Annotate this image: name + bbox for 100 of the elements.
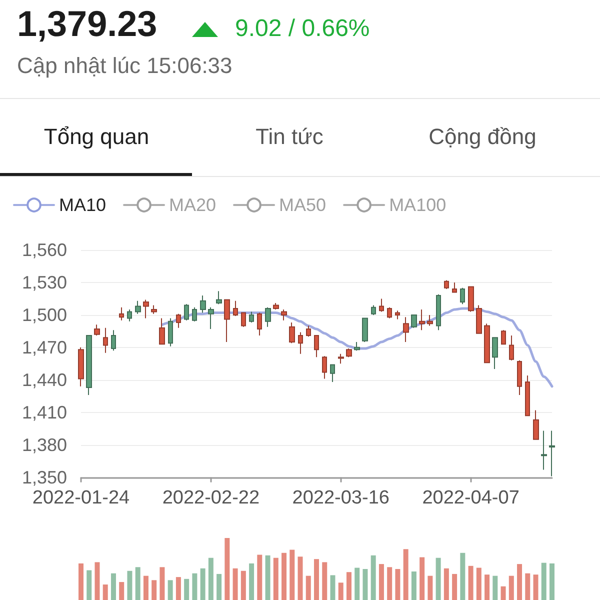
candlestick [419,309,425,331]
candlestick [306,325,311,338]
bar [306,576,311,600]
candlestick [509,335,514,361]
candlestick [476,304,482,334]
candlestick [143,299,149,319]
bar [298,556,303,600]
bar [176,577,181,600]
bar [216,574,222,600]
bar [541,562,546,600]
chart-subtitle: Cập nhật lúc 15:06:33 [17,53,232,79]
bar [460,552,466,600]
y-tick-label: 1,560 [22,240,67,260]
bar [290,550,295,600]
y-tick-label: 1,440 [22,370,67,390]
candlestick [216,290,222,305]
bar [192,573,198,600]
candlestick [460,287,465,305]
candlestick [354,342,360,352]
x-tick-label: 2022-02-22 [162,487,260,508]
bar [110,573,116,600]
text: Cộng đồng [428,123,538,151]
bar [508,576,514,600]
candlestick [249,311,254,324]
candlestick [525,375,530,416]
y-tick-label: 1,500 [22,304,67,325]
bar [517,564,522,600]
candlestick [159,318,165,345]
candlestick [411,314,417,328]
candlestick [298,332,303,354]
bar [484,574,490,600]
candlestick [533,410,539,440]
candlestick [501,330,506,345]
candlestick [330,364,335,383]
bar [184,578,190,600]
chart-title: 1,379.23 [17,3,158,44]
legend-label: MA10 [59,195,106,215]
candlestick [395,310,400,320]
candlestick [127,309,132,322]
bar [550,563,554,600]
text: Tổng quan [42,123,150,151]
bar [403,549,408,600]
candlestick [103,327,108,354]
x-tick-label: 2022-03-16 [292,487,390,508]
y-tick-label: 1,530 [22,272,67,292]
bar [411,571,416,600]
bar [257,554,262,600]
bar [86,570,92,600]
candlestick [224,299,230,342]
bar [533,574,538,600]
text: Tin tức [254,123,324,151]
bar [200,568,206,600]
candlestick [362,318,368,342]
candlestick [289,322,295,344]
bar [282,552,287,600]
bar [395,569,400,600]
bar [420,557,425,600]
bar [143,576,148,600]
bar [330,575,336,600]
bar [370,555,376,600]
candlestick [151,304,157,314]
bar [78,563,84,600]
candlestick [192,306,197,322]
candlestick [492,337,498,370]
candlestick [468,286,474,312]
bar [525,573,530,600]
bar [500,586,506,600]
legend-label: MA50 [279,195,326,215]
line-series [160,307,554,388]
candlestick [484,323,490,364]
candlestick [257,312,262,336]
candlestick [200,294,206,314]
bar [232,568,238,600]
candlestick [86,335,92,396]
candlestick [427,314,433,326]
candlestick [233,300,238,317]
candlestick [281,309,287,321]
y-tick-label: 1,350 [22,467,67,488]
bar [249,563,254,600]
bar [387,567,392,600]
y-tick-label: 1,410 [22,402,67,422]
bar [436,558,441,600]
candlestick [444,280,449,290]
candlestick [111,330,116,352]
bar [240,570,246,600]
bar [346,572,352,600]
bar [152,580,157,600]
candlestick [517,360,522,396]
candlestick [94,324,100,336]
bar [208,558,214,600]
candlestick [387,306,392,319]
y-tick-label: 1,470 [22,337,67,358]
candlestick [379,298,384,312]
bar [224,538,230,600]
candlestick [265,306,271,328]
candlestick [176,313,181,328]
x-tick-label: 2022-04-07 [422,487,520,508]
bar [338,582,344,600]
x-tick-label: 2022-01-24 [32,487,130,508]
bar [127,570,132,600]
